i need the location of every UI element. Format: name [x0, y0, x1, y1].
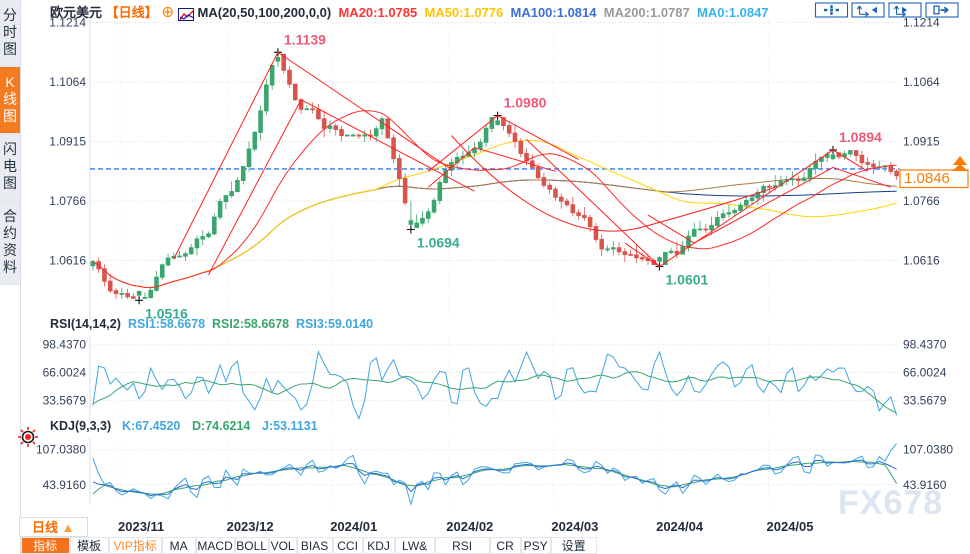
svg-text:66.0024: 66.0024: [903, 366, 947, 380]
svg-text:1.0915: 1.0915: [49, 135, 86, 149]
svg-text:107.0380: 107.0380: [903, 443, 953, 457]
svg-text:RSI(14,14,2): RSI(14,14,2): [50, 317, 121, 331]
svg-text:98.4370: 98.4370: [43, 338, 87, 352]
svg-text:1.0846: 1.0846: [904, 170, 950, 187]
svg-text:1.0980: 1.0980: [504, 95, 547, 111]
svg-text:1.0616: 1.0616: [49, 254, 86, 268]
svg-text:1.0601: 1.0601: [666, 272, 709, 288]
svg-text:107.0380: 107.0380: [36, 443, 86, 457]
svg-text:1.0516: 1.0516: [145, 305, 188, 321]
svg-text:98.4370: 98.4370: [903, 338, 947, 352]
svg-text:1.1139: 1.1139: [284, 31, 326, 47]
svg-text:J:53.1131: J:53.1131: [262, 419, 318, 433]
svg-text:1.0915: 1.0915: [903, 135, 940, 149]
svg-text:1.0616: 1.0616: [903, 254, 940, 268]
svg-text:1.1064: 1.1064: [903, 75, 940, 89]
svg-text:33.5679: 33.5679: [43, 393, 87, 407]
svg-text:K:67.4520: K:67.4520: [122, 419, 180, 433]
svg-text:33.5679: 33.5679: [903, 393, 947, 407]
svg-text:1.0766: 1.0766: [49, 194, 86, 208]
svg-text:43.9160: 43.9160: [43, 478, 87, 492]
svg-text:1.0694: 1.0694: [417, 235, 460, 251]
svg-text:KDJ(9,3,3): KDJ(9,3,3): [50, 419, 111, 433]
svg-text:D:74.6214: D:74.6214: [192, 419, 250, 433]
svg-text:1.0894: 1.0894: [839, 129, 882, 145]
svg-text:1.0766: 1.0766: [903, 194, 940, 208]
svg-text:1.1064: 1.1064: [49, 75, 86, 89]
svg-text:RSI3:59.0140: RSI3:59.0140: [296, 317, 373, 331]
svg-text:66.0024: 66.0024: [43, 366, 87, 380]
svg-text:RSI2:58.6678: RSI2:58.6678: [212, 317, 289, 331]
